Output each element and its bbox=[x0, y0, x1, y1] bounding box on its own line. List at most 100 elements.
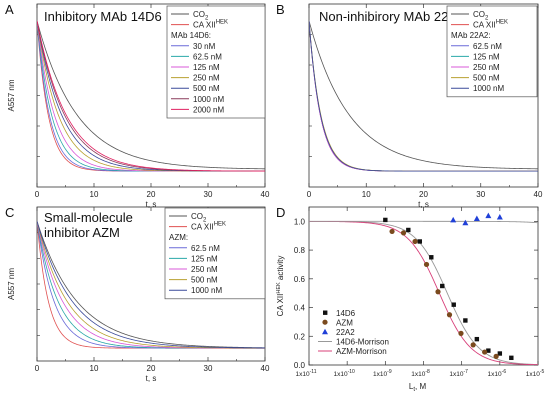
x-axis-label-sub: t bbox=[413, 387, 415, 393]
x-tick-label: 1x10-9 bbox=[373, 369, 392, 378]
x-tick-exponent: -9 bbox=[387, 369, 392, 375]
series-line-6 bbox=[309, 20, 538, 172]
panel-d: D 0.0 0.2 0.4 0.6 0.8 1.0 1x10-11 1x10-10 1x10-9 1… bbox=[276, 205, 544, 393]
panel-b: B Non-inhibirory MAb 22A2 0 10 20 30 40 t, s CO2… bbox=[276, 2, 543, 209]
series-line-0 bbox=[37, 220, 265, 349]
y-axis-label: A557 nm bbox=[7, 268, 16, 300]
panel-label: B bbox=[276, 2, 285, 17]
series-line-0 bbox=[309, 20, 538, 170]
point-azm bbox=[482, 349, 488, 355]
x-tick-label: 20 bbox=[147, 364, 156, 373]
series-group bbox=[309, 212, 538, 365]
legend-entry: 30 nM bbox=[193, 42, 216, 51]
x-tick-label: 0 bbox=[35, 190, 40, 199]
legend-marker bbox=[322, 319, 328, 325]
legend-entry: 125 nM bbox=[193, 63, 220, 72]
point-14d6 bbox=[509, 355, 514, 361]
x-tick-label: 30 bbox=[476, 190, 485, 199]
series-group bbox=[37, 20, 265, 172]
point-14d6 bbox=[451, 302, 456, 307]
legend-entry: CA XIIHEK bbox=[193, 20, 228, 30]
point-22a2 bbox=[462, 219, 469, 226]
legend-entry: 22A2 bbox=[336, 328, 355, 337]
point-14d6 bbox=[486, 348, 491, 353]
legend-entry: 62.5 nM bbox=[193, 52, 222, 61]
x-tick-label: 10 bbox=[90, 364, 99, 373]
x-tick-exponent: -10 bbox=[348, 369, 355, 375]
y-tick-label: 1.0 bbox=[294, 217, 306, 226]
point-14d6 bbox=[429, 255, 434, 260]
point-14d6 bbox=[497, 351, 503, 356]
panel-label: C bbox=[5, 205, 14, 220]
chart-title: Inhibitory MAb 14D6 bbox=[44, 9, 162, 24]
y-axis-label: A557 nm bbox=[7, 79, 16, 111]
legend-entry: 2000 nM bbox=[193, 105, 224, 114]
x-tick-label: 40 bbox=[534, 190, 543, 199]
point-14d6 bbox=[383, 217, 388, 223]
legend-box bbox=[446, 5, 538, 98]
x-tick-exponent: -5 bbox=[540, 369, 545, 375]
legend-entry: CO2 bbox=[193, 10, 209, 22]
x-tick-label: 0 bbox=[35, 364, 40, 373]
legend-entry: 14D6 bbox=[336, 309, 356, 318]
y-axis-label: CA XIIHEK activity bbox=[276, 256, 285, 317]
x-tick-label: 1x10-6 bbox=[488, 369, 507, 378]
point-14d6 bbox=[474, 336, 480, 342]
legend-entry: CO2 bbox=[473, 10, 489, 22]
x-tick-label: 1x10-8 bbox=[411, 369, 430, 378]
legend-entry: AZM-Morrison bbox=[336, 347, 387, 356]
legend-entry: 500 nM bbox=[191, 276, 218, 285]
x-axis-label: t, s bbox=[146, 200, 157, 209]
x-tick-label: 40 bbox=[261, 190, 270, 199]
x-axis-label-rest: , M bbox=[415, 382, 426, 391]
x-tick-exponent: -6 bbox=[502, 369, 507, 375]
panel-a: A Inhibitory MAb 14D6 A557 nm 0 10 20 30 40 t, s… bbox=[5, 2, 270, 209]
legend-box bbox=[164, 207, 266, 300]
x-tick-label: 30 bbox=[204, 190, 213, 199]
point-22a2 bbox=[473, 215, 480, 221]
legend-entry: 62.5 nM bbox=[191, 244, 220, 253]
x-tick-label: 20 bbox=[419, 190, 428, 199]
legend-entry: 250 nM bbox=[193, 74, 220, 83]
x-tick-exponent: -8 bbox=[425, 369, 430, 375]
y-tick-label: 0.0 bbox=[294, 361, 306, 370]
x-tick-label: 1x10-7 bbox=[449, 369, 468, 378]
x-tick-label: 1x10-5 bbox=[526, 369, 545, 378]
y-tick-label: 0.2 bbox=[294, 332, 306, 341]
chart-title: inhibitor AZM bbox=[44, 225, 120, 240]
point-22a2 bbox=[450, 216, 457, 223]
point-azm bbox=[435, 289, 441, 295]
legend-entry: 250 nM bbox=[191, 265, 218, 274]
x-axis-label: Lt, M bbox=[409, 382, 427, 393]
legend-entry: 1000 nM bbox=[191, 286, 222, 295]
legend-entry: CO2 bbox=[191, 212, 207, 224]
legend-entry: 1000 nM bbox=[473, 84, 504, 93]
x-tick-label: 20 bbox=[147, 190, 156, 199]
x-tick-exponent: -7 bbox=[463, 369, 468, 375]
x-tick-label: 0 bbox=[307, 190, 312, 199]
series-group bbox=[309, 20, 538, 172]
point-14d6 bbox=[440, 283, 445, 289]
legend-entry: CA XIIHEK bbox=[473, 20, 508, 30]
point-azm bbox=[389, 228, 395, 235]
point-22a2 bbox=[485, 212, 492, 219]
point-22a2 bbox=[496, 214, 503, 220]
legend-entry: AZM: bbox=[169, 233, 188, 242]
y-tick-label: 0.8 bbox=[294, 246, 306, 255]
legend-entry: MAb 14D6: bbox=[171, 31, 211, 40]
legend-entry: MAb 22A2: bbox=[451, 31, 491, 40]
x-tick-label: 10 bbox=[362, 190, 371, 199]
legend-marker bbox=[323, 310, 328, 315]
chart-title: Small-molecule bbox=[44, 210, 133, 225]
legend-marker bbox=[322, 328, 328, 335]
legend-entry: CA XIIHEK bbox=[191, 222, 226, 232]
y-axis-label-sup: HEK bbox=[276, 282, 282, 294]
series-line-8 bbox=[37, 20, 265, 172]
x-tick-label: 1x10-10 bbox=[333, 369, 355, 378]
point-azm bbox=[493, 353, 499, 359]
legend-entry: 500 nM bbox=[193, 84, 220, 93]
point-14d6 bbox=[417, 239, 423, 244]
y-axis-label-rest: activity bbox=[276, 256, 285, 283]
